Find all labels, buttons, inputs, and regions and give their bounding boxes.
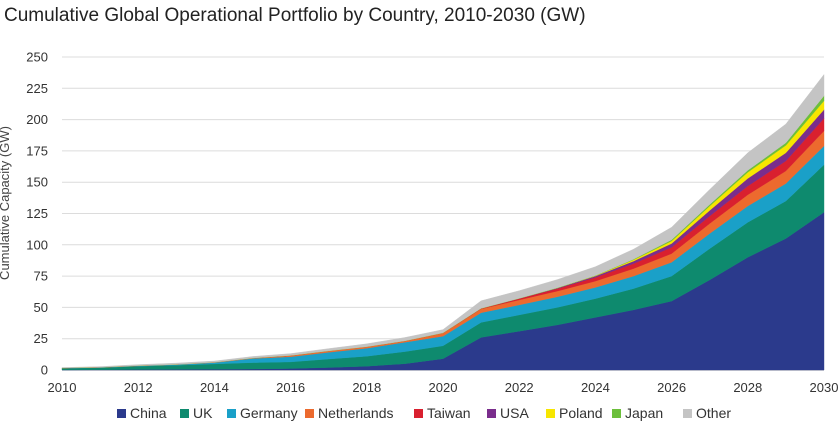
y-axis-label: Cumulative Capacity (GW) [0, 126, 12, 280]
area-series-other [61, 73, 825, 369]
y-tick-label: 50 [34, 300, 48, 315]
x-tick-label: 2030 [810, 380, 839, 395]
y-tick-label: 25 [34, 331, 48, 346]
legend-label-china: China [130, 405, 167, 421]
x-tick-label: 2014 [200, 380, 229, 395]
y-tick-label: 250 [26, 50, 48, 65]
y-tick-label: 200 [26, 112, 48, 127]
legend-label-poland: Poland [559, 405, 603, 421]
plot-areas [61, 73, 825, 371]
x-tick-label: 2024 [581, 380, 610, 395]
y-axis: 0 25 50 75 100 125 150 175 200 225 250 [26, 50, 48, 378]
legend-swatch-germany [227, 409, 236, 418]
y-tick-label: 225 [26, 81, 48, 96]
y-tick-label: 150 [26, 175, 48, 190]
x-tick-label: 2020 [429, 380, 458, 395]
x-tick-label: 2026 [657, 380, 686, 395]
legend-label-uk: UK [193, 405, 213, 421]
x-tick-label: 2028 [733, 380, 762, 395]
x-tick-label: 2016 [276, 380, 305, 395]
y-tick-label: 175 [26, 143, 48, 158]
legend-label-usa: USA [500, 405, 529, 421]
x-tick-label: 2022 [505, 380, 534, 395]
legend-swatch-china [117, 409, 126, 418]
y-tick-label: 100 [26, 237, 48, 252]
legend-swatch-poland [546, 409, 555, 418]
legend-label-netherlands: Netherlands [318, 405, 394, 421]
x-tick-label: 2012 [124, 380, 153, 395]
chart-title: Cumulative Global Operational Portfolio … [4, 5, 586, 26]
x-tick-label: 2018 [352, 380, 381, 395]
legend-label-other: Other [696, 405, 731, 421]
legend-swatch-usa [487, 409, 496, 418]
legend-label-taiwan: Taiwan [427, 405, 471, 421]
legend-swatch-netherlands [305, 409, 314, 418]
legend-label-germany: Germany [240, 405, 298, 421]
y-tick-label: 0 [41, 363, 48, 378]
y-tick-label: 75 [34, 269, 48, 284]
legend-swatch-other [683, 409, 692, 418]
legend-label-japan: Japan [625, 405, 663, 421]
legend-swatch-uk [180, 409, 189, 418]
y-tick-label: 125 [26, 206, 48, 221]
legend-swatch-japan [612, 409, 621, 418]
legend: China UK Germany Netherlands Taiwan USA Poland… [117, 405, 731, 421]
x-tick-label: 2010 [48, 380, 77, 395]
legend-swatch-taiwan [414, 409, 423, 418]
x-axis: 2010 2012 2014 2016 2018 2020 2022 2024 2026 2028… [48, 380, 839, 395]
